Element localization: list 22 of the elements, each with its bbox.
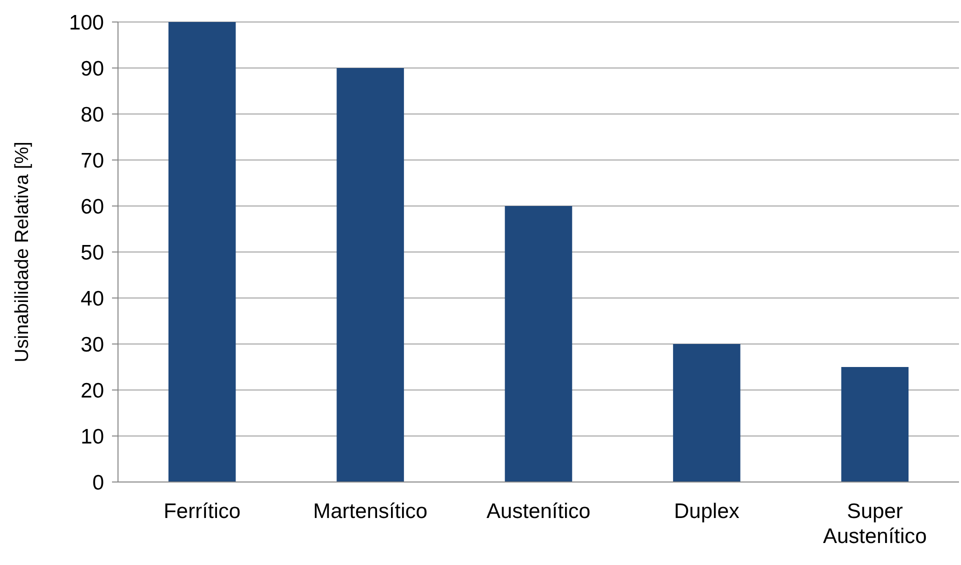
y-tick-label: 40	[80, 287, 104, 310]
y-tick-label: 80	[80, 103, 104, 126]
y-tick-label: 30	[80, 333, 104, 356]
y-tick-label: 60	[80, 195, 104, 218]
y-tick-label: 20	[80, 379, 104, 402]
y-tick-label: 10	[80, 425, 104, 448]
y-tick-label: 100	[68, 11, 104, 34]
x-tick-label: Austenítico	[486, 500, 590, 523]
x-tick-label: Martensítico	[313, 500, 428, 523]
y-tick-label: 0	[92, 471, 104, 494]
bar	[336, 68, 404, 482]
x-tick-label: Ferrítico	[164, 500, 241, 523]
bar	[168, 22, 236, 482]
x-tick-label: Duplex	[674, 500, 740, 523]
bar	[841, 367, 909, 482]
y-tick-label: 90	[80, 57, 104, 80]
y-tick-label: 50	[80, 241, 104, 264]
y-axis-title: Usinabilidade Relativa [%]	[12, 142, 33, 362]
x-tick-label: Super Austenítico	[822, 500, 927, 548]
y-tick-label: 70	[80, 149, 104, 172]
bar	[673, 344, 740, 482]
bar	[504, 206, 572, 482]
